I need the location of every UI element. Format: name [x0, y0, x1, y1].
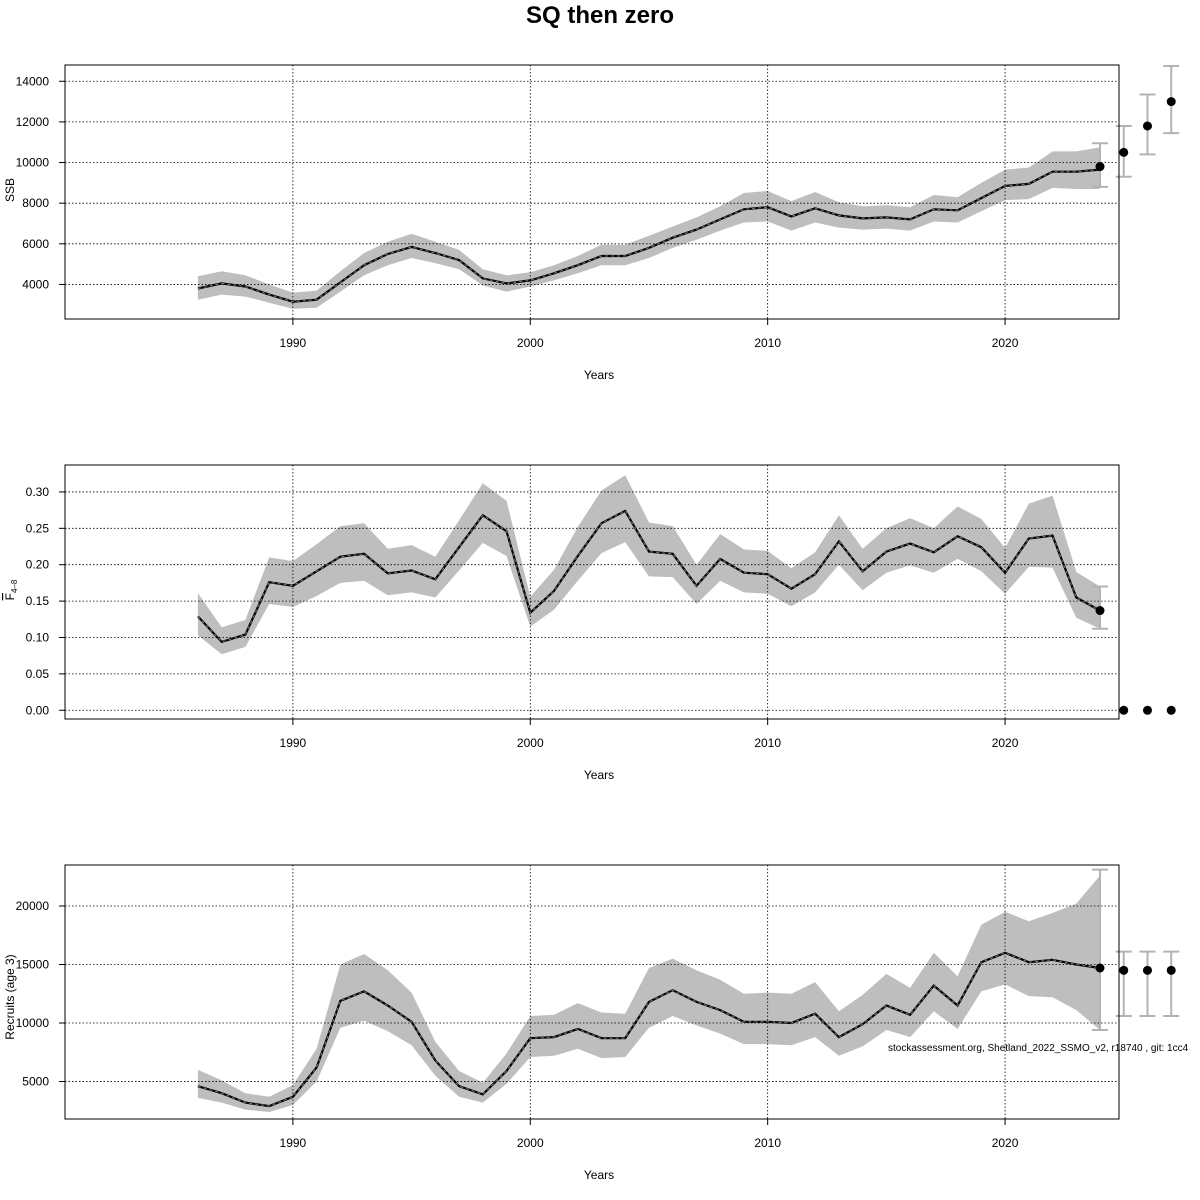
- fbar-y-tick-label: 0.30: [26, 485, 50, 499]
- recruits-x-tick-label: 2020: [992, 1136, 1019, 1150]
- fbar-forecast-point: [1119, 705, 1129, 715]
- fbar-forecast-point: [1095, 606, 1105, 616]
- fbar-forecast-point: [1166, 705, 1176, 715]
- ssb-y-axis-title: SSB: [3, 178, 17, 202]
- fbar-confidence-band: [197, 475, 1100, 655]
- panel-ssb: 1990 2000 2010 2020 4000 6000 8000 10000 12000 14…: [3, 64, 1180, 382]
- fbar-y-tick-label: 0.00: [26, 703, 50, 717]
- fbar-y-tick-label: 0.15: [26, 594, 50, 608]
- ssb-x-tick-label: 2010: [754, 336, 781, 350]
- ssb-forecast-point: [1142, 121, 1152, 131]
- fbar-x-tick-label: 2020: [992, 736, 1019, 750]
- recruits-y-tick-label: 10000: [16, 1016, 50, 1030]
- recruits-confidence-band: [197, 875, 1100, 1112]
- ssb-y-tick-label: 10000: [16, 156, 50, 170]
- fbar-y-tick-label: 0.05: [26, 667, 50, 681]
- recruits-forecast-point: [1095, 963, 1105, 973]
- ssb-y-tick-label: 14000: [16, 74, 50, 88]
- recruits-forecast-point: [1119, 965, 1129, 975]
- ssb-estimate-dashes: [197, 169, 1101, 303]
- ssb-x-tick-label: 1990: [280, 336, 307, 350]
- fbar-x-tick-label: 1990: [280, 736, 307, 750]
- fbar-y-tick-label: 0.25: [26, 521, 50, 535]
- ssb-y-tick-label: 4000: [22, 277, 49, 291]
- fbar-plot-frame: [64, 464, 1120, 720]
- fbar-y-axis-title: F4–8: [3, 579, 19, 600]
- recruits-y-tick-label: 20000: [16, 899, 50, 913]
- fbar-forecast-point: [1142, 705, 1152, 715]
- footnote: stockassessment.org, Shetland_2022_SSMO_…: [888, 1043, 1189, 1054]
- recruits-x-tick-label: 2010: [754, 1136, 781, 1150]
- recruits-x-axis-title: Years: [584, 1168, 614, 1182]
- ssb-y-tick-label: 6000: [22, 237, 49, 251]
- fbar-y-tick-label: 0.20: [26, 558, 50, 572]
- ssb-plot-frame: [64, 64, 1120, 320]
- fbar-x-tick-label: 2000: [517, 736, 544, 750]
- recruits-y-tick-label: 15000: [16, 957, 50, 971]
- recruits-forecast-point: [1166, 965, 1176, 975]
- panel-recruits: 1990 2000 2010 2020 5000 10000 15000 20000 Years…: [3, 864, 1180, 1182]
- ssb-x-tick-label: 2020: [992, 336, 1019, 350]
- ssb-forecast-point: [1095, 162, 1105, 172]
- ssb-forecast-point: [1119, 147, 1129, 157]
- ssb-y-tick-label: 12000: [16, 115, 50, 129]
- recruits-y-axis-title: Recruits (age 3): [3, 954, 17, 1039]
- recruits-plot-frame: [64, 864, 1120, 1120]
- fbar-x-tick-label: 2010: [754, 736, 781, 750]
- fbar-estimate-dashes: [197, 510, 1101, 643]
- recruits-x-tick-label: 2000: [517, 1136, 544, 1150]
- page-title: SQ then zero: [525, 2, 675, 29]
- fbar-y-tick-label: 0.10: [26, 630, 50, 644]
- recruits-x-tick-label: 1990: [280, 1136, 307, 1150]
- recruits-forecast-point: [1142, 965, 1152, 975]
- ssb-y-tick-label: 8000: [22, 196, 49, 210]
- recruits-y-tick-label: 5000: [22, 1075, 49, 1089]
- panel-fbar: 1990 2000 2010 2020 0.00 0.05 0.10 0.15 0.20 0.25…: [3, 464, 1176, 782]
- fbar-x-axis-title: Years: [584, 768, 614, 782]
- recruits-estimate-dashes: [197, 952, 1101, 1107]
- ssb-confidence-band: [197, 147, 1100, 309]
- ssb-forecast-point: [1166, 97, 1176, 107]
- ssb-x-axis-title: Years: [584, 368, 614, 382]
- ssb-x-tick-label: 2000: [517, 336, 544, 350]
